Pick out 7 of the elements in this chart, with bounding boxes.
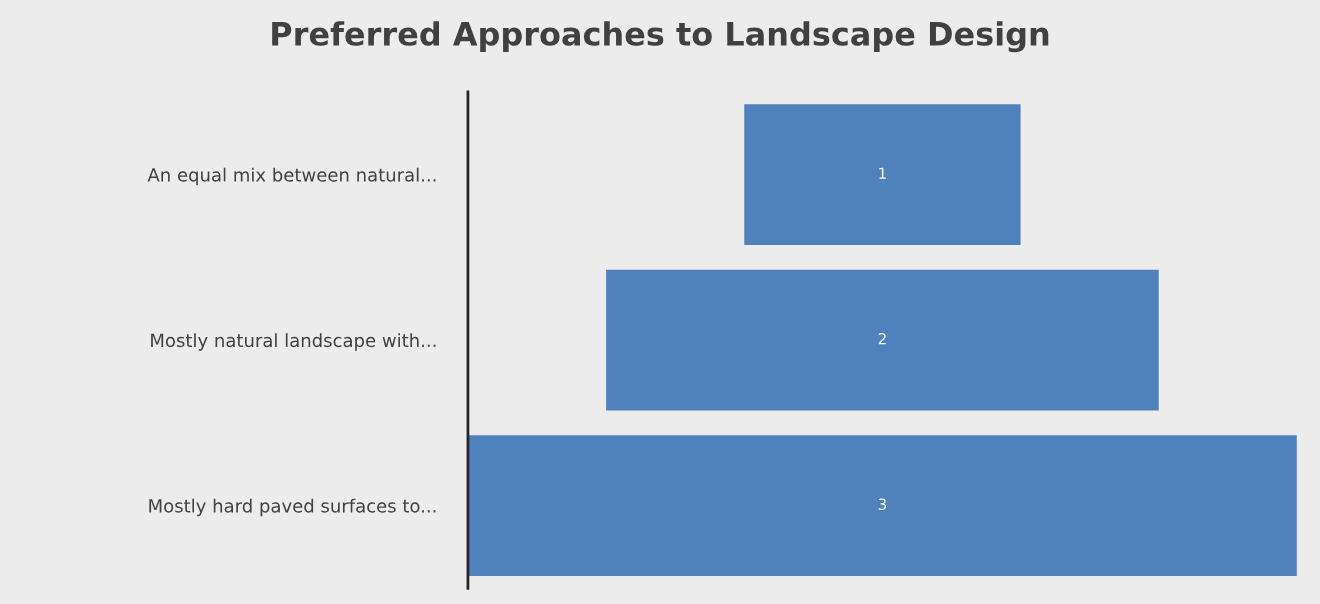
category-label: Mostly hard paved surfaces to... xyxy=(149,498,436,517)
text: Preferred Approaches to Landscape Design xyxy=(272,21,1049,53)
category-label: Mostly natural landscape with... xyxy=(151,333,436,351)
data-label: 2 xyxy=(878,332,886,345)
category-label: An equal mix between natural... xyxy=(147,167,436,186)
data-label: 3 xyxy=(878,498,887,510)
data-label: 1 xyxy=(879,167,886,179)
